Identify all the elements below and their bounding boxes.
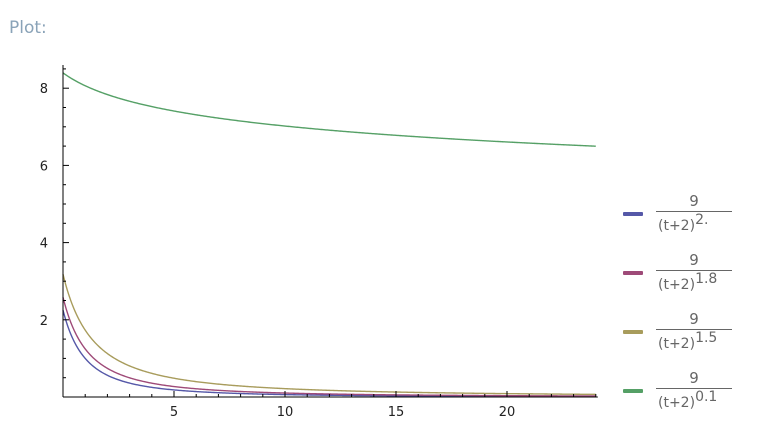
legend-denominator: (t+2)0.1 — [656, 389, 732, 411]
series-line-0 — [62, 309, 596, 398]
legend-exponent: 1.8 — [695, 271, 718, 287]
legend-denominator: (t+2)1.8 — [656, 271, 732, 293]
legend-swatch — [623, 212, 643, 216]
series-line-2 — [62, 274, 596, 396]
series-line-3 — [62, 72, 596, 147]
legend-exponent: 1.5 — [695, 330, 718, 346]
series-line-1 — [62, 297, 596, 397]
x-tick-label: 5 — [170, 405, 178, 420]
legend-formula: 9 (t+2)2. — [656, 192, 732, 234]
y-tick-label: 6 — [40, 159, 48, 174]
legend-swatch — [623, 389, 643, 393]
legend-denominator: (t+2)2. — [656, 212, 732, 234]
legend-numerator: 9 — [656, 251, 732, 271]
legend-formula: 9 (t+2)1.5 — [656, 310, 732, 352]
y-tick-label: 8 — [40, 82, 48, 97]
plot-heading: Plot: — [9, 18, 47, 38]
legend-base: (t+2) — [658, 395, 696, 411]
legend-numerator: 9 — [656, 192, 732, 212]
legend-denominator: (t+2)1.5 — [656, 330, 732, 352]
legend-swatch — [623, 271, 643, 275]
legend-numerator: 9 — [656, 369, 732, 389]
legend-swatch — [623, 330, 643, 334]
x-tick-label: 20 — [499, 405, 516, 420]
legend-numerator: 9 — [656, 310, 732, 330]
x-tick-label: 15 — [388, 405, 405, 420]
x-tick-label: 10 — [277, 405, 294, 420]
y-tick-label: 2 — [40, 314, 48, 329]
legend-formula: 9 (t+2)1.8 — [656, 251, 732, 293]
legend-base: (t+2) — [658, 336, 696, 352]
legend-formula: 9 (t+2)0.1 — [656, 369, 732, 411]
legend-exponent: 2. — [695, 212, 709, 228]
legend-exponent: 0.1 — [695, 389, 718, 405]
y-tick-label: 4 — [40, 237, 48, 252]
legend-base: (t+2) — [658, 277, 696, 293]
legend-base: (t+2) — [658, 218, 696, 234]
